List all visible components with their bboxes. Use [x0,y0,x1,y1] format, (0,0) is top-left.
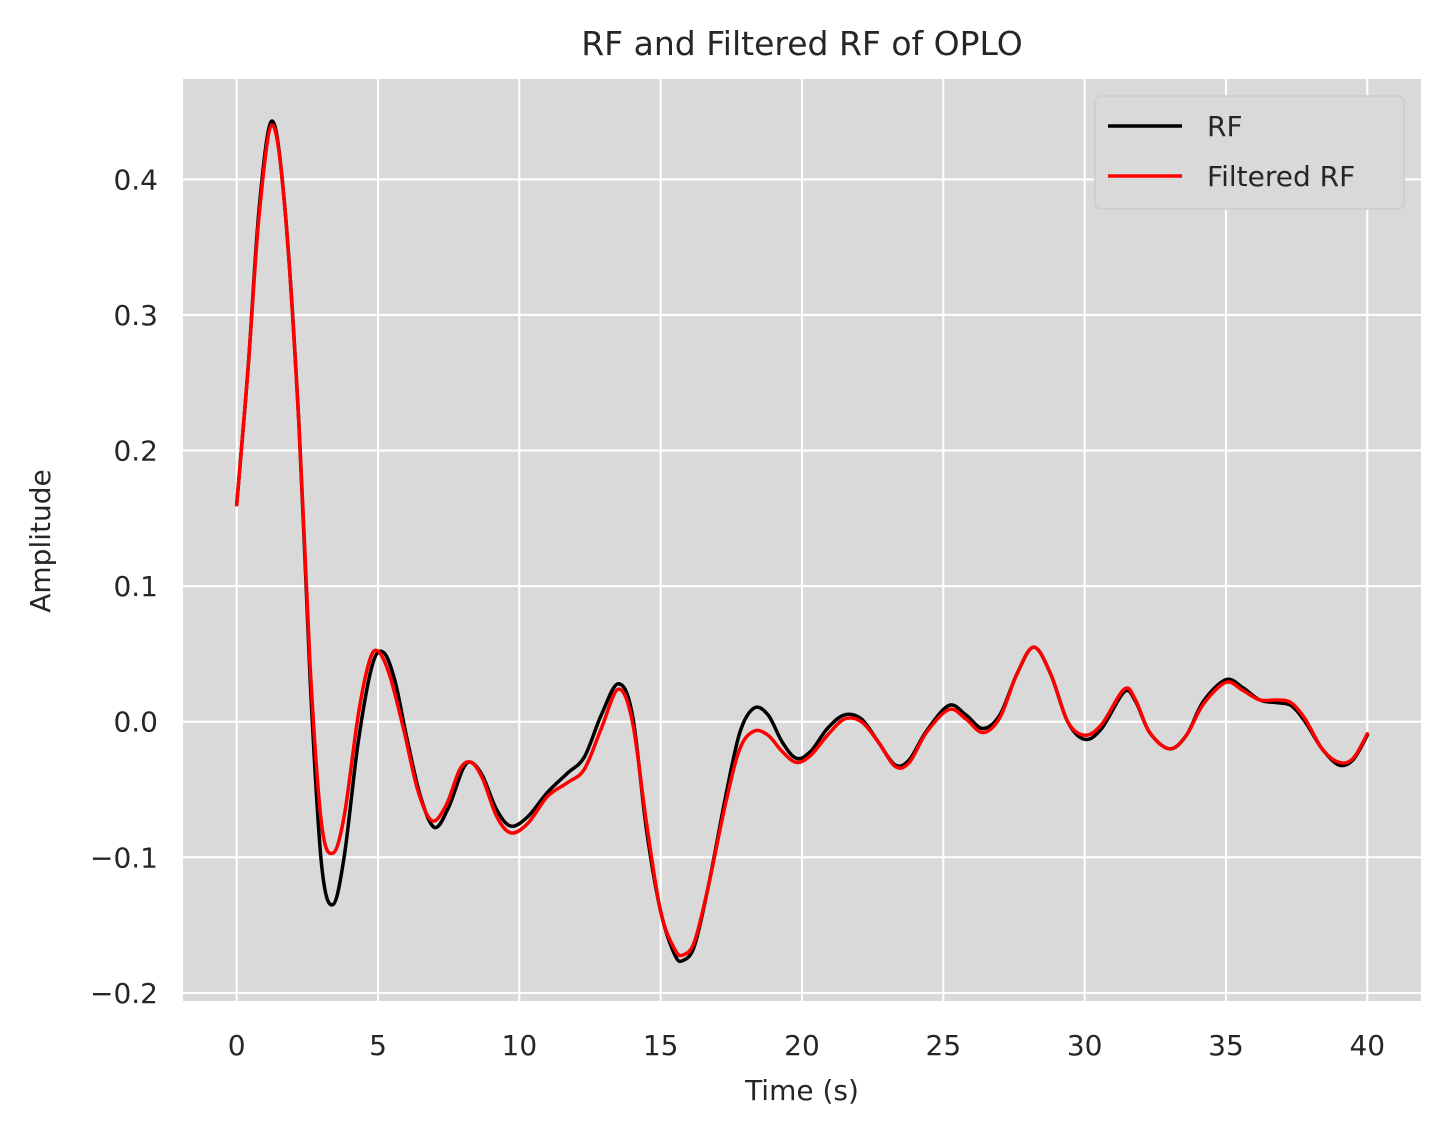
gridlines [183,79,1421,1001]
x-tick-label: 0 [228,1029,246,1062]
x-tick-label: 35 [1208,1029,1244,1062]
x-tick-label: 15 [643,1029,679,1062]
y-tick-label: −0.1 [90,841,158,874]
x-tick-label: 40 [1349,1029,1385,1062]
y-tick-label: 0.1 [113,570,158,603]
x-tick-label: 30 [1067,1029,1103,1062]
legend: RF Filtered RF [1094,95,1405,210]
y-tick-label: −0.2 [90,977,158,1010]
x-tick-label: 25 [926,1029,962,1062]
series-lines [234,119,1370,964]
y-tick-label: 0.2 [113,435,158,468]
y-tick-label: 0.4 [113,163,158,196]
x-tick-label: 10 [502,1029,538,1062]
x-tick-label: 20 [784,1029,820,1062]
y-tick-label: 0.0 [113,706,158,739]
y-tick-label: 0.3 [113,299,158,332]
chart-title: RF and Filtered RF of OPLO [581,24,1022,63]
legend-filtered-rf-label: Filtered RF [1207,160,1355,193]
legend-rf-label: RF [1207,110,1243,143]
x-tick-label: 5 [369,1029,387,1062]
tick-labels: 0 5 10 15 20 25 30 35 40 −0.2 −0.1 0.0 0.1 0.2 0.3 0.4 [90,163,1385,1062]
filtered-rf-line [234,123,1370,958]
x-axis-label: Time (s) [744,1074,859,1107]
y-axis-label: Amplitude [24,469,57,613]
